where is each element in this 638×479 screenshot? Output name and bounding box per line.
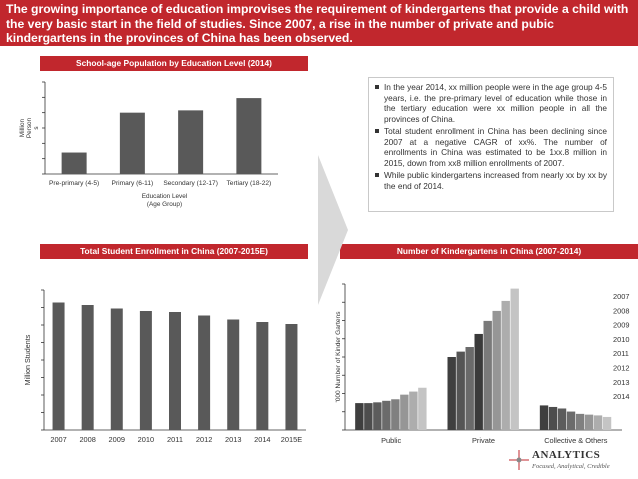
bar — [198, 315, 211, 430]
legend-label: 2012 — [613, 364, 629, 373]
x-tick-label: 2011 — [167, 435, 183, 444]
enrollment-chart: 2007 2008 2009 2010 2011 2012 2013 2014 2015E Mil… — [23, 289, 306, 444]
bar — [483, 320, 492, 430]
bullet-item: In the year 2014, xx million people were… — [375, 82, 607, 124]
x-tick-label: Tertiary (18-22) — [227, 180, 272, 187]
x-tick-label: Public — [381, 436, 401, 445]
bar — [169, 312, 181, 430]
bar — [418, 387, 427, 430]
bar — [593, 415, 603, 430]
bar — [61, 152, 87, 174]
logo-tagline: Focused, Analytical, Credible — [532, 463, 610, 470]
legend-label: 2009 — [613, 321, 629, 330]
bar — [409, 391, 418, 430]
bar — [474, 333, 483, 430]
bullet-item: While public kindergartens increased fro… — [375, 170, 607, 191]
bar — [557, 408, 567, 430]
x-tick-label: Collective & Others — [544, 436, 608, 445]
logo-name: ANALYTICS — [532, 449, 601, 461]
bar — [178, 110, 204, 174]
legend-label: 2011 — [613, 349, 629, 358]
legend-label: 2008 — [613, 306, 629, 315]
x-tick-label: 2014 — [254, 435, 270, 444]
bar — [139, 311, 152, 430]
bar — [447, 357, 456, 430]
population-chart-title: School-age Population by Education Level… — [40, 56, 308, 71]
bar — [373, 402, 382, 430]
x-tick-label: 2013 — [225, 435, 241, 444]
legend-label: 2010 — [613, 335, 629, 344]
bullet-item: Total student enrollment in China has be… — [375, 126, 607, 168]
kindergartens-chart-title: Number of Kindergartens in China (2007-2… — [340, 244, 638, 259]
header-title: The growing importance of education impr… — [6, 2, 629, 45]
bar — [492, 310, 501, 430]
bar — [584, 414, 594, 430]
bar — [575, 413, 585, 430]
bar — [227, 319, 240, 430]
legend-label: 2007 — [613, 292, 629, 301]
bar — [510, 288, 519, 430]
bar — [52, 302, 65, 430]
bar — [81, 305, 94, 430]
bar — [400, 394, 409, 430]
y-axis-label-line: Person — [26, 117, 33, 138]
company-logo: ANALYTICS Focused, Analytical, Credible — [508, 447, 636, 475]
bar — [119, 112, 145, 174]
legend-label: 2014 — [613, 392, 629, 401]
x-axis-label: Education Level — [142, 193, 187, 200]
y-axis-label-line: s — [33, 126, 40, 129]
x-tick-label: Pre-primary (4-5) — [49, 180, 99, 187]
page-header: The growing importance of education impr… — [0, 0, 638, 46]
bar — [566, 411, 576, 430]
bar — [391, 399, 400, 430]
y-axis-label: '000 Number of Kinder Gartens — [335, 311, 342, 403]
bar — [256, 322, 269, 430]
y-axis-label: MillionPersons — [19, 117, 40, 138]
legend-label: 2013 — [613, 378, 629, 387]
bar — [285, 324, 298, 430]
bar — [456, 351, 465, 430]
x-tick-label: 2015E — [281, 435, 302, 444]
x-tick-label: 2008 — [79, 435, 95, 444]
bar — [548, 406, 558, 430]
bar — [110, 308, 123, 430]
bar — [501, 300, 510, 430]
summary-bullets: In the year 2014, xx million people were… — [368, 77, 614, 212]
flow-arrow-icon — [318, 155, 348, 305]
x-tick-label: 2012 — [196, 435, 212, 444]
y-axis-label: Million Students — [23, 334, 32, 385]
bar — [382, 400, 391, 430]
x-axis-label: (Age Group) — [147, 201, 182, 208]
x-tick-label: 2009 — [109, 435, 125, 444]
logo-crosshair-icon — [509, 450, 529, 470]
bar — [539, 405, 549, 430]
x-tick-label: 2007 — [50, 435, 66, 444]
population-chart: Pre-primary (4-5) Primary (6-11) Secondary… — [19, 81, 278, 208]
x-tick-label: Primary (6-11) — [112, 180, 154, 187]
enrollment-chart-title: Total Student Enrollment in China (2007-… — [40, 244, 308, 259]
bar — [465, 347, 474, 430]
x-tick-label: Private — [472, 436, 495, 445]
bar — [602, 416, 612, 430]
bar — [236, 98, 262, 174]
bar — [364, 403, 373, 430]
bar — [355, 403, 364, 430]
kindergartens-chart: Public Private Collective & Others 2007 2008… — [335, 283, 629, 445]
x-tick-label: Secondary (12-17) — [163, 180, 218, 187]
x-tick-label: 2010 — [138, 435, 154, 444]
y-axis-label-line: Million — [19, 119, 26, 138]
